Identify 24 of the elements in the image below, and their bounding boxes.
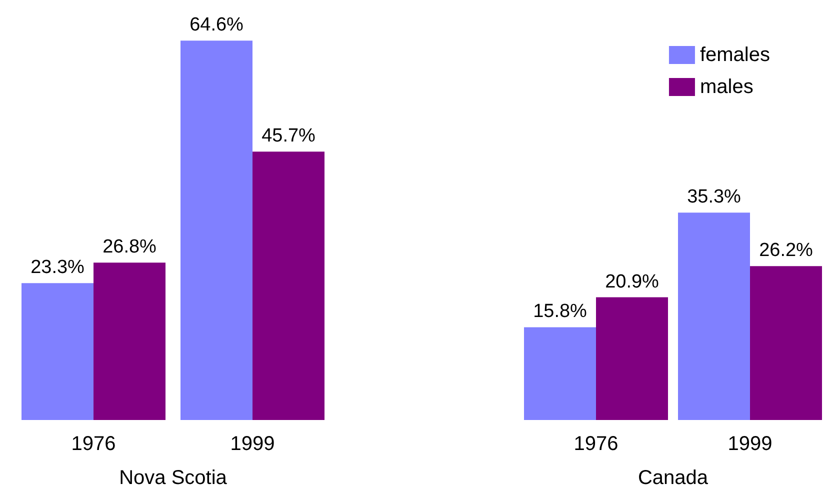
data-label: 45.7% [262, 126, 316, 147]
data-label: 15.8% [533, 301, 588, 322]
bar [22, 283, 94, 420]
data-label: 20.9% [605, 271, 660, 292]
bar [750, 266, 822, 420]
bar [94, 262, 166, 420]
data-label: 23.3% [30, 257, 85, 278]
bar [678, 212, 750, 420]
data-label: 26.8% [102, 236, 157, 258]
bar [596, 297, 668, 420]
legend-label: males [700, 76, 754, 98]
data-label: 35.3% [687, 186, 742, 208]
bar [180, 40, 252, 420]
bar [252, 152, 324, 420]
x-axis-title: Nova Scotia [119, 467, 228, 489]
legend-label: females [700, 44, 770, 66]
x-tick-label: 1976 [71, 433, 116, 455]
x-axis-title: Canada [638, 467, 709, 489]
data-label: 26.2% [759, 240, 814, 262]
x-tick-label: 1976 [574, 433, 618, 455]
x-tick-label: 1999 [230, 433, 275, 455]
bar [524, 327, 596, 420]
x-tick-label: 1999 [728, 433, 772, 455]
data-label: 64.6% [190, 14, 244, 36]
